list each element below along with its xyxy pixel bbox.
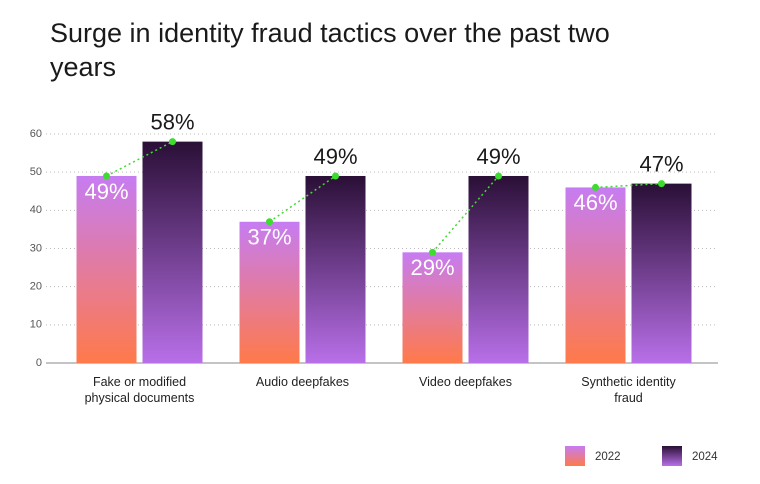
y-tick-label: 0	[36, 357, 42, 369]
y-tick-label: 40	[30, 204, 42, 216]
value-label: 29%	[410, 255, 454, 280]
connector-dot	[495, 172, 502, 180]
value-label: 37%	[247, 225, 291, 250]
y-tick-label: 60	[30, 128, 42, 140]
y-tick-label: 10	[30, 319, 42, 331]
bar	[565, 187, 626, 363]
legend-label: 2022	[595, 451, 621, 463]
y-tick-label: 50	[30, 166, 42, 178]
bar	[239, 221, 300, 363]
value-label: 46%	[573, 190, 617, 215]
connector	[269, 175, 336, 223]
connector-dot	[658, 180, 665, 188]
connector-dot	[332, 172, 339, 180]
y-tick-label: 30	[30, 242, 42, 254]
connector-dot	[429, 248, 436, 256]
connector	[595, 182, 662, 189]
legend-label: 2024	[692, 451, 718, 463]
bar	[305, 175, 366, 363]
connector	[431, 175, 500, 253]
legend-swatch	[565, 446, 585, 466]
chart-title: Surge in identity fraud tactics over the…	[50, 18, 610, 82]
x-tick-label: Fake or modified physical documents	[84, 375, 195, 405]
value-label: 58%	[150, 109, 194, 134]
value-label: 49%	[313, 144, 357, 169]
connector-dot	[592, 183, 599, 191]
bar	[142, 141, 203, 363]
value-label: 47%	[639, 151, 683, 176]
bar	[631, 183, 692, 363]
connector-dot	[169, 138, 176, 146]
bar	[76, 175, 137, 363]
x-tick-label: Video deepfakes	[419, 375, 512, 389]
bar	[402, 252, 463, 363]
x-tick-label: Synthetic identity fraud	[581, 375, 676, 405]
connector-dot	[103, 172, 110, 180]
value-label: 49%	[84, 179, 128, 204]
value-label: 49%	[476, 144, 520, 169]
bar	[468, 175, 529, 363]
y-tick-label: 20	[30, 281, 42, 293]
legend-swatch	[662, 446, 682, 466]
connector-dot	[266, 218, 273, 226]
x-tick-label: Audio deepfakes	[255, 375, 350, 389]
